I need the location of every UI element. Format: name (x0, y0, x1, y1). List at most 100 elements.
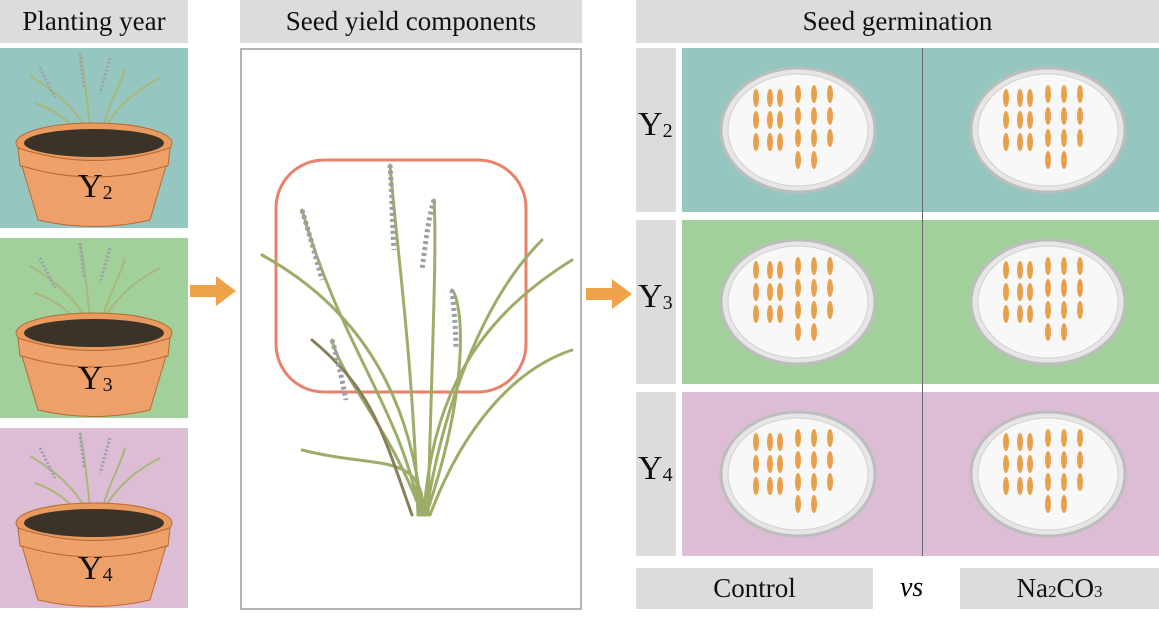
germination-row-y2 (682, 48, 1159, 212)
seed-mark (1077, 279, 1083, 297)
seed-mark (1017, 477, 1023, 495)
seed-mark (1077, 85, 1083, 103)
treatment-label: Na2CO3 (1017, 573, 1103, 604)
seed-mark (1027, 261, 1033, 279)
seed-mark (1027, 433, 1033, 451)
seed-mark (1077, 129, 1083, 147)
seed-yield-title: Seed yield components (285, 6, 537, 36)
pot-panel-y3: Y3 (0, 238, 188, 418)
seed-mark (1045, 429, 1051, 447)
treatment-sub2: 3 (1094, 582, 1103, 601)
seed-mark (1003, 111, 1009, 129)
seed-mark (811, 451, 817, 469)
seed-mark (811, 473, 817, 491)
seed-mark (1077, 473, 1083, 491)
plant-illustration-box (240, 48, 582, 610)
petri-dish-icons (719, 66, 1127, 194)
seed-mark (1077, 451, 1083, 469)
seed-mark (767, 283, 773, 301)
seed-mark (827, 107, 833, 125)
seed-mark (1045, 85, 1051, 103)
seed-mark (811, 301, 817, 319)
seed-mark (1077, 429, 1083, 447)
seed-mark (1027, 283, 1033, 301)
seed-mark (811, 129, 817, 147)
seed-mark (753, 283, 759, 301)
seed-mark (795, 301, 801, 319)
row-label-box (636, 220, 676, 384)
seed-mark (753, 455, 759, 473)
seed-mark (827, 301, 833, 319)
seed-mark (777, 89, 783, 107)
seed-mark (1003, 455, 1009, 473)
potted-plant-icon (15, 52, 173, 227)
seed-mark (795, 473, 801, 491)
seed-mark (795, 107, 801, 125)
seed-mark (827, 473, 833, 491)
seed-mark (767, 305, 773, 323)
seed-mark (1003, 89, 1009, 107)
seed-mark (1003, 261, 1009, 279)
seed-mark (1045, 495, 1051, 513)
seed-mark (1061, 279, 1067, 297)
treatment-co: CO (1056, 573, 1094, 603)
seed-mark (811, 429, 817, 447)
row-label-box (636, 392, 676, 556)
seed-mark (1061, 129, 1067, 147)
seed-mark (1061, 107, 1067, 125)
seed-mark (1061, 473, 1067, 491)
petri-dish-icons (719, 410, 1127, 538)
seed-mark (777, 433, 783, 451)
planting-year-title: Planting year (22, 6, 166, 36)
seed-mark (795, 257, 801, 275)
treatment-label-box: Na2CO3 (960, 568, 1159, 609)
divider (922, 48, 923, 556)
seed-mark (767, 89, 773, 107)
seed-mark (795, 323, 801, 341)
seed-germination-title: Seed germination (802, 6, 993, 36)
seed-mark (767, 111, 773, 129)
seed-mark (795, 151, 801, 169)
seed-mark (767, 133, 773, 151)
seed-mark (795, 451, 801, 469)
seed-mark (1077, 107, 1083, 125)
seed-mark (1061, 85, 1067, 103)
petri-dish-icons (719, 238, 1127, 366)
seed-mark (777, 261, 783, 279)
pot-panel-y4: Y4 (0, 428, 188, 608)
seed-mark (1027, 89, 1033, 107)
arrow-right-icon (190, 276, 236, 306)
seed-mark (1061, 323, 1067, 341)
seed-mark (1027, 305, 1033, 323)
seed-mark (767, 261, 773, 279)
seed-mark (811, 323, 817, 341)
seed-mark (767, 433, 773, 451)
seed-mark (1027, 111, 1033, 129)
seed-mark (811, 279, 817, 297)
row-year-label: Y3 (638, 278, 673, 315)
seed-mark (811, 85, 817, 103)
seed-mark (777, 455, 783, 473)
seed-mark (795, 429, 801, 447)
potted-plant-icon (15, 242, 173, 417)
pot-year-label: Y3 (78, 360, 113, 397)
seed-mark (1003, 477, 1009, 495)
seed-mark (753, 433, 759, 451)
seed-mark (1017, 261, 1023, 279)
seed-mark (827, 257, 833, 275)
row-year-label: Y4 (638, 450, 673, 487)
seed-mark (1017, 89, 1023, 107)
seed-mark (811, 495, 817, 513)
seed-highlight-box (274, 158, 528, 394)
seed-mark (1045, 279, 1051, 297)
seed-mark (1027, 477, 1033, 495)
seed-mark (1017, 305, 1023, 323)
seed-mark (795, 85, 801, 103)
seed-mark (753, 477, 759, 495)
pot-year-label: Y2 (78, 168, 113, 205)
seed-mark (767, 455, 773, 473)
germination-row-y3 (682, 220, 1159, 384)
seed-mark (1061, 257, 1067, 275)
seed-germination-header: Seed germination (636, 0, 1159, 43)
vs-label: vs (900, 572, 924, 603)
